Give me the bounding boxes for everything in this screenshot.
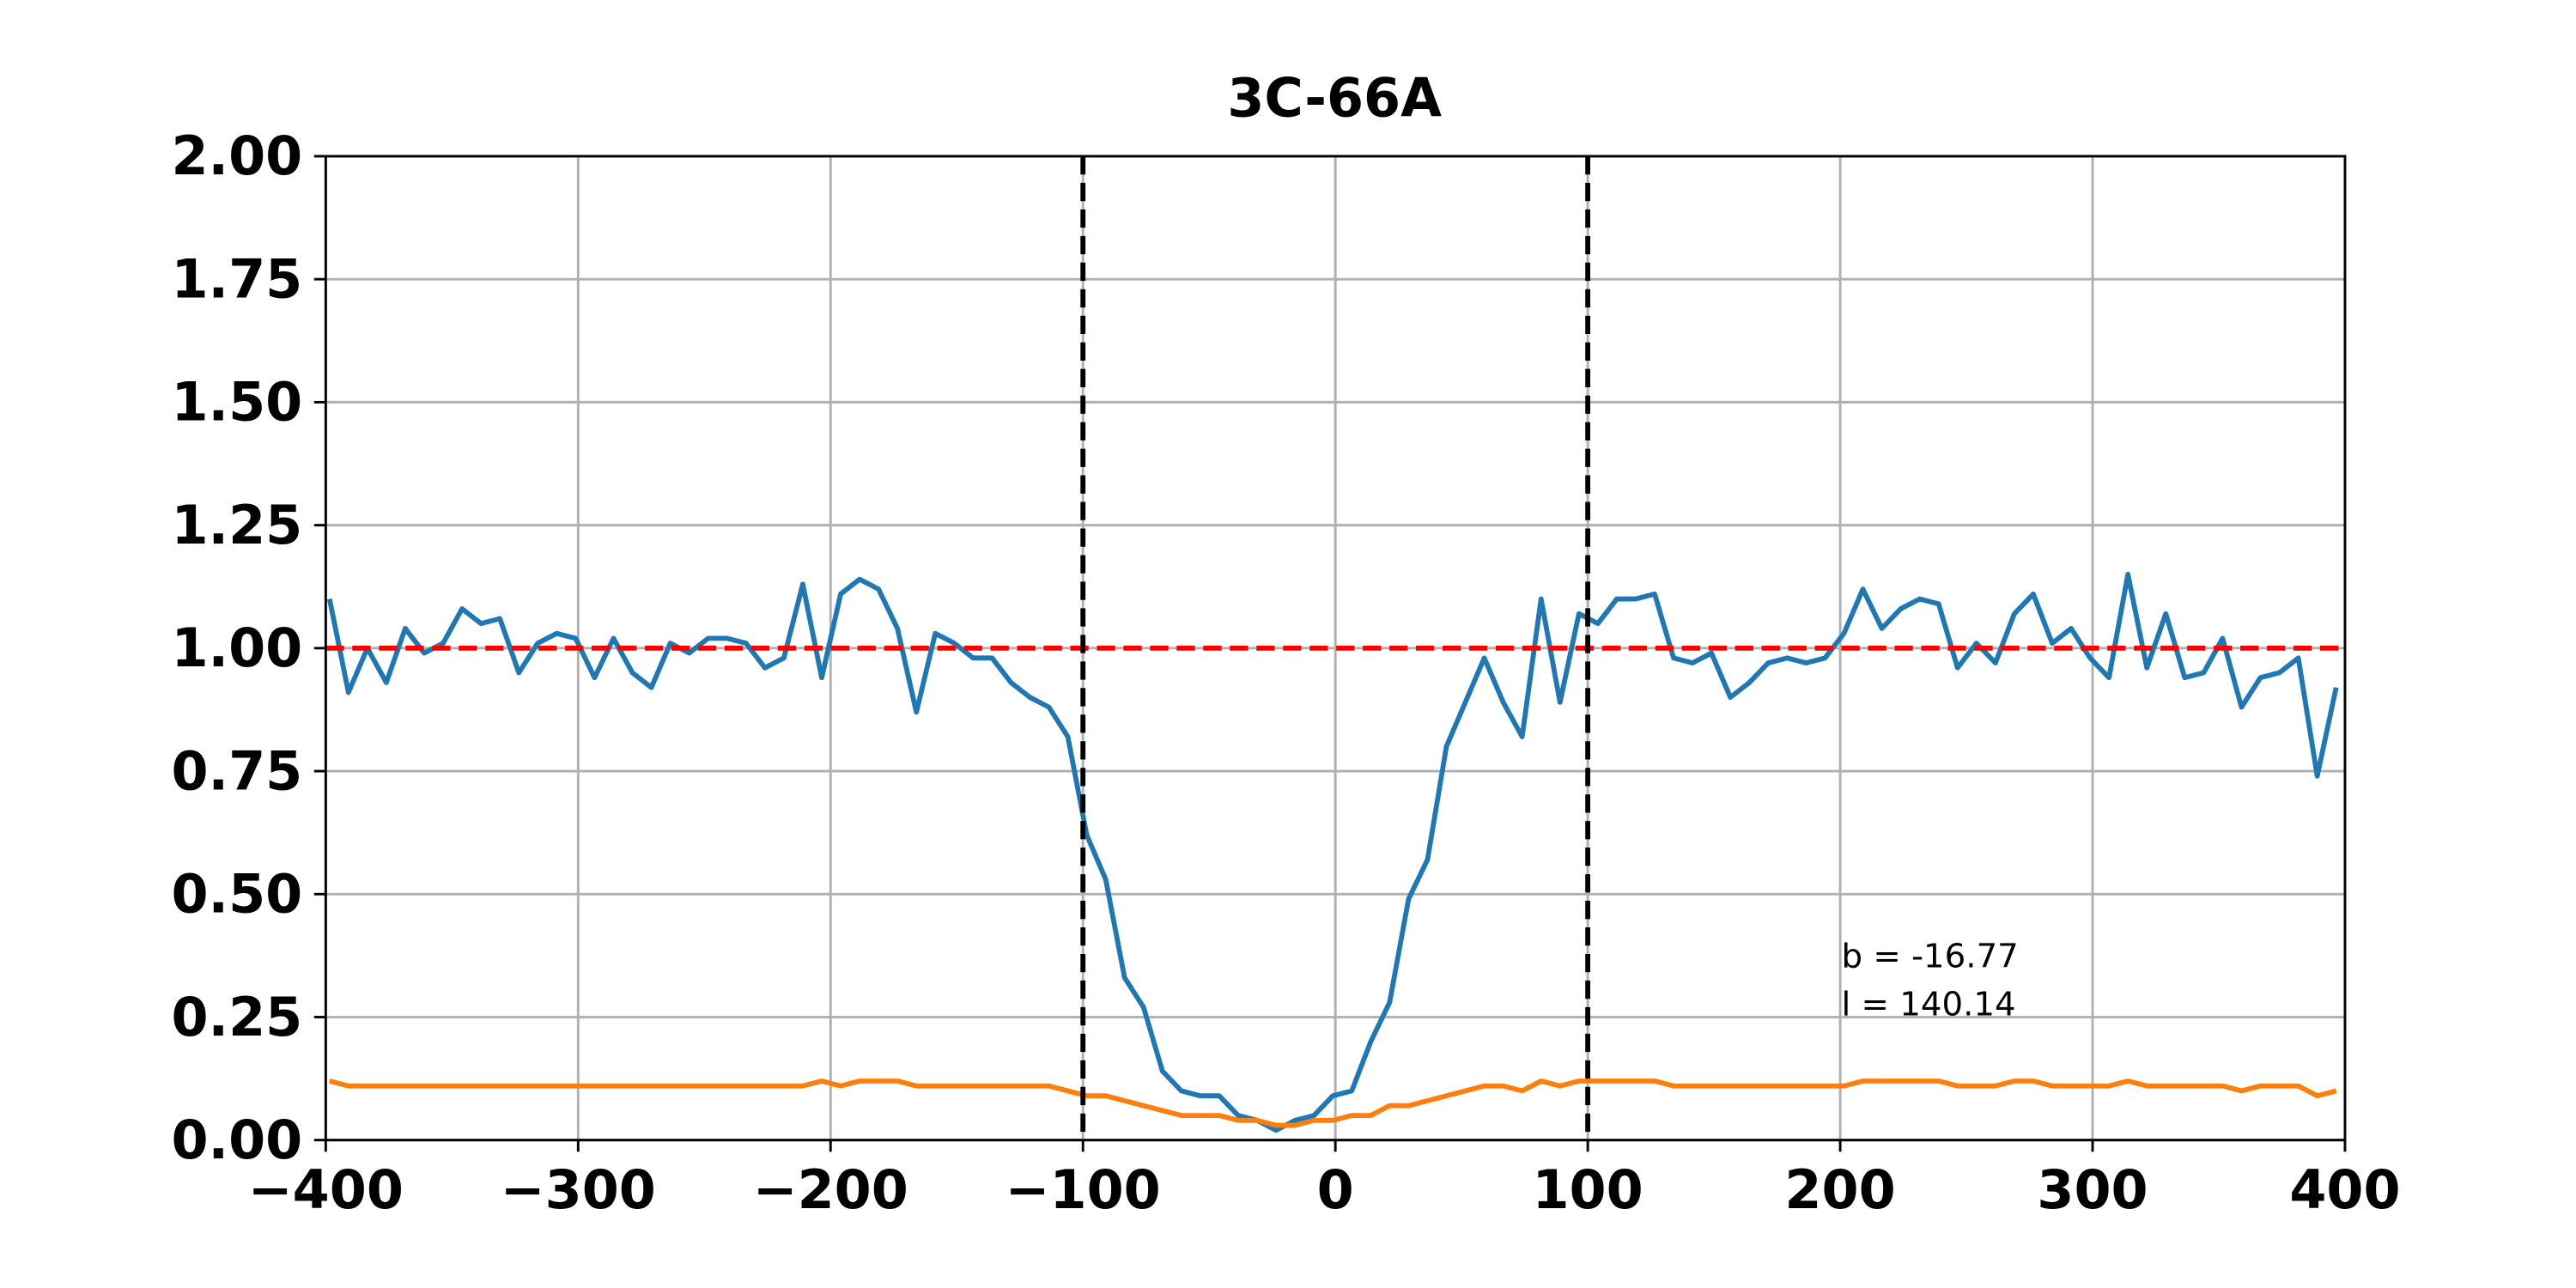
y-tick-label: 2.00	[171, 125, 302, 187]
data-line	[326, 572, 2339, 1133]
x-tick-label: 200	[1784, 1159, 1895, 1221]
y-tick-label: 0.25	[171, 987, 302, 1048]
annotation: l = 140.14	[1842, 986, 2016, 1024]
x-tick-label: 0	[1317, 1159, 1354, 1221]
chart-title: 3C-66A	[1227, 67, 1442, 129]
x-tick-label: 400	[2289, 1159, 2400, 1221]
y-tick-label: 1.75	[171, 248, 302, 310]
annotation: b = -16.77	[1842, 937, 2019, 975]
y-tick-label: 0.75	[171, 740, 302, 802]
x-tick-label: −400	[248, 1159, 404, 1221]
y-tick-label: 0.00	[171, 1109, 302, 1171]
y-tick-label: 1.50	[171, 372, 302, 434]
y-tick-label: 1.25	[171, 495, 302, 556]
plot-frame	[324, 155, 2347, 1142]
x-tick-label: −300	[501, 1159, 656, 1221]
x-tick-label: 100	[1532, 1159, 1643, 1221]
plot-area	[326, 572, 2339, 1133]
x-tick-label: 300	[2037, 1159, 2148, 1221]
y-tick-label: 0.50	[171, 864, 302, 926]
data-line	[329, 1078, 2337, 1128]
x-tick-label: −100	[1005, 1159, 1161, 1221]
y-tick-label: 1.00	[171, 617, 302, 679]
x-tick-label: −200	[753, 1159, 908, 1221]
